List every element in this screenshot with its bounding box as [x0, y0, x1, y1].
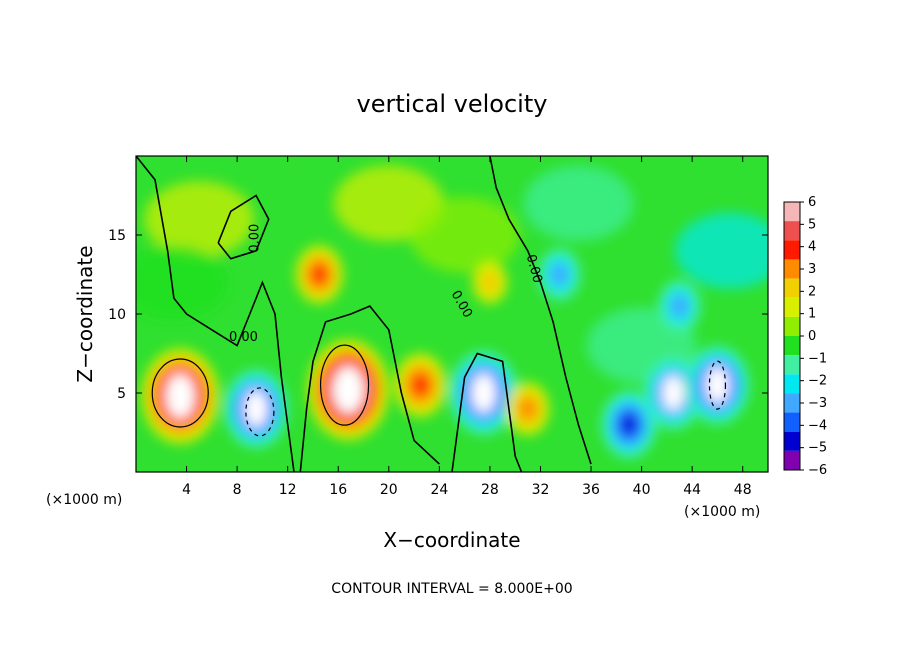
x-tick-label: 8 [233, 482, 242, 498]
x-unit-label-left: (×1000 m) [46, 492, 122, 508]
velocity-level [670, 294, 689, 318]
zero-contour [136, 156, 295, 472]
field-patch [675, 212, 768, 289]
field-patch [409, 197, 520, 273]
colorbar-tick-label: −6 [808, 463, 827, 478]
zero-contour [299, 305, 440, 472]
colorbar-swatch [784, 374, 800, 394]
plot-area: 0.000.000.000.00 [136, 156, 768, 472]
velocity-level [311, 264, 328, 285]
saturated-core [333, 366, 364, 414]
saturated-core [470, 373, 497, 413]
colorbar-swatch [784, 316, 800, 336]
velocity-cell [472, 261, 507, 304]
x-tick-label: 24 [430, 482, 448, 498]
colorbar-tick-label: 6 [808, 195, 816, 210]
colorbar-tick-label: 4 [808, 240, 816, 255]
y-tick-label: 5 [117, 386, 126, 402]
velocity-level [550, 263, 569, 286]
y-tick-label: 15 [108, 228, 126, 244]
colorbar-tick-label: 0 [808, 329, 816, 344]
x-tick-label: 44 [683, 482, 701, 498]
colorbar-tick-label: 2 [808, 284, 816, 299]
colorbar-swatch [784, 240, 800, 260]
x-tick-label: 40 [633, 482, 651, 498]
x-tick-label: 20 [380, 482, 398, 498]
y-axis-ticks: 5 10 15 [108, 228, 768, 402]
y-axis-label: Z−coordinate [73, 245, 97, 382]
colorbar-swatch [784, 355, 800, 375]
inner-contour [708, 360, 727, 410]
x-tick-label: 36 [582, 482, 600, 498]
colorbar-swatch [784, 297, 800, 317]
field-patch [136, 244, 229, 321]
colorbar: 6 5 4 3 2 1 0 −1 −2 −3 −4 −5 −6 [783, 195, 827, 478]
x-tick-label: 48 [734, 482, 752, 498]
velocity-level [518, 397, 537, 421]
x-axis-label: X−coordinate [383, 528, 520, 552]
zero-contour [217, 194, 270, 260]
saturated-core [244, 390, 269, 428]
y-tick-label: 10 [108, 307, 126, 323]
velocity-field [136, 165, 768, 459]
velocity-level [479, 269, 501, 295]
colorbar-tick-label: −5 [808, 441, 827, 456]
x-tick-label: 32 [532, 482, 550, 498]
velocity-cell [224, 369, 288, 449]
velocity-level [621, 415, 637, 434]
zero-contour [451, 352, 523, 472]
velocity-cell [658, 279, 701, 333]
colorbar-swatch [784, 412, 800, 432]
colorbar-swatch [784, 336, 800, 356]
colorbar-tick-label: 3 [808, 262, 816, 277]
velocity-cell [643, 356, 703, 430]
contour-label: 0.00 [248, 224, 263, 253]
colorbar-tick-label: 5 [808, 217, 816, 232]
velocity-cell [295, 245, 343, 304]
zero-contour [489, 156, 592, 465]
inner-contour [245, 387, 275, 437]
colorbar-swatch [784, 278, 800, 298]
colorbar-swatch [784, 259, 800, 279]
colorbar-swatch [784, 393, 800, 413]
colorbar-swatch [784, 202, 800, 222]
colorbar-swatch [784, 450, 800, 470]
field-patch [523, 165, 634, 242]
velocity-cell [685, 345, 750, 425]
colorbar-tick-label: −3 [808, 396, 827, 411]
velocity-cell [141, 348, 219, 444]
inner-contour [319, 344, 370, 426]
chart-title: vertical velocity [357, 90, 548, 118]
inner-contour [151, 358, 209, 428]
x-tick-label: 12 [279, 482, 297, 498]
colorbar-tick-label: −2 [808, 374, 827, 389]
velocity-cell [394, 353, 446, 417]
velocity-cell [538, 248, 581, 301]
velocity-cell [601, 390, 657, 459]
x-unit-label-right: (×1000 m) [684, 504, 760, 520]
x-tick-label: 4 [182, 482, 191, 498]
saturated-core [165, 373, 195, 419]
contour-label: 0.00 [229, 330, 258, 345]
contour-interval-note: CONTOUR INTERVAL = 8.000E+00 [331, 581, 572, 597]
colorbar-tick-label: 1 [808, 307, 816, 322]
x-tick-label: 28 [481, 482, 499, 498]
field-patch [144, 181, 255, 258]
velocity-cell [506, 382, 550, 436]
x-tick-label: 16 [329, 482, 347, 498]
contour-label: 0.00 [523, 253, 545, 285]
colorbar-swatch [784, 221, 800, 241]
x-axis-ticks: 4 8 12 16 20 24 28 32 36 40 44 48 [182, 156, 752, 498]
saturated-core [662, 375, 685, 411]
colorbar-tick-label: −4 [808, 418, 827, 433]
contour-lines: 0.000.000.000.00 [136, 156, 727, 472]
saturated-core [705, 366, 730, 404]
colorbar-tick-label: −1 [808, 351, 827, 366]
colorbar-swatch [784, 431, 800, 451]
velocity-level [411, 374, 429, 396]
